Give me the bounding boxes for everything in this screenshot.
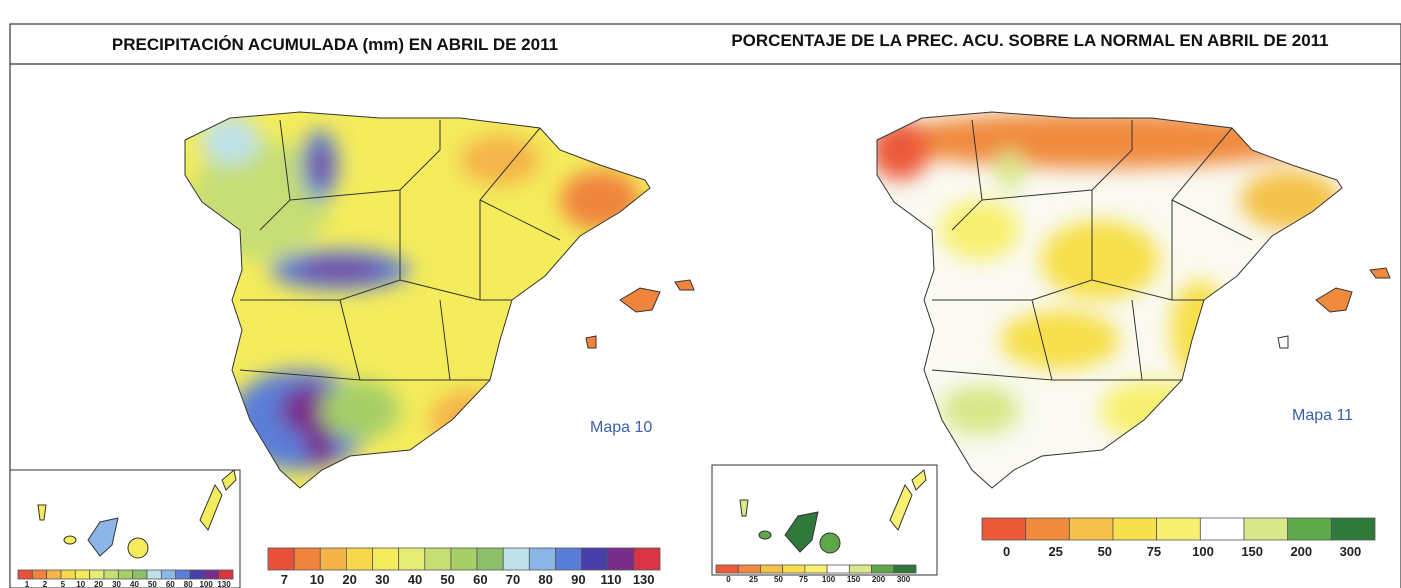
legend-label: 0 xyxy=(1003,544,1010,559)
legend-label: 200 xyxy=(872,575,886,584)
legend-label: 300 xyxy=(897,575,911,584)
legend-swatch xyxy=(738,565,760,573)
legend-swatch xyxy=(716,565,738,573)
legend-swatch xyxy=(32,570,46,579)
legend-swatch xyxy=(425,548,451,570)
legend-label: 50 xyxy=(774,575,783,584)
legend-swatch xyxy=(204,570,218,579)
legend-label: 110 xyxy=(601,572,622,587)
legend-label: 200 xyxy=(1290,544,1312,559)
legend-label: 75 xyxy=(799,575,808,584)
legend-label: 150 xyxy=(847,575,861,584)
legend-swatch xyxy=(104,570,118,579)
legend-swatch xyxy=(760,565,782,573)
legend-swatch xyxy=(783,565,805,573)
page: PRECIPITACIÓN ACUMULADA (mm) EN ABRIL DE… xyxy=(0,0,1401,588)
right-legend: 0 25 50 75 100 150 200 300 xyxy=(982,518,1375,559)
legend-swatch xyxy=(805,565,827,573)
right-inset xyxy=(712,465,937,575)
legend-label: 7 xyxy=(281,572,288,587)
legend-label: 25 xyxy=(749,575,758,584)
legend-swatch xyxy=(608,548,634,570)
legend-swatch xyxy=(346,548,372,570)
legend-label: 50 xyxy=(1098,544,1112,559)
legend-swatch xyxy=(18,570,32,579)
legend-label: 100 xyxy=(1192,544,1214,559)
legend-swatch xyxy=(373,548,399,570)
legend-label: 2 xyxy=(43,580,48,588)
legend-label: 70 xyxy=(506,572,520,587)
legend-swatch xyxy=(147,570,161,579)
legend-label: 75 xyxy=(1147,544,1161,559)
legend-swatch xyxy=(451,548,477,570)
right-title: PORCENTAJE DE LA PREC. ACU. SOBRE LA NOR… xyxy=(731,31,1328,50)
legend-swatch xyxy=(176,570,190,579)
legend-label: 40 xyxy=(408,572,422,587)
legend-label: 10 xyxy=(310,572,324,587)
legend-swatch xyxy=(1200,518,1244,540)
right-map xyxy=(862,100,1390,500)
left-title: PRECIPITACIÓN ACUMULADA (mm) EN ABRIL DE… xyxy=(112,35,558,54)
legend-swatch xyxy=(1113,518,1157,540)
legend-swatch xyxy=(1244,518,1288,540)
legend-swatch xyxy=(555,548,581,570)
legend-swatch xyxy=(503,548,529,570)
legend-swatch xyxy=(1157,518,1201,540)
legend-label: 1 xyxy=(25,580,30,588)
legend-swatch xyxy=(133,570,147,579)
legend-swatch xyxy=(477,548,503,570)
legend-label: 130 xyxy=(217,580,231,588)
left-map-label: Mapa 10 xyxy=(590,419,652,436)
legend-swatch xyxy=(190,570,204,579)
legend-swatch xyxy=(118,570,132,579)
legend-label: 5 xyxy=(61,580,66,588)
legend-label: 80 xyxy=(184,580,193,588)
legend-label: 90 xyxy=(571,572,585,587)
legend-swatch xyxy=(849,565,871,573)
legend-label: 0 xyxy=(726,575,731,584)
legend-swatch xyxy=(268,548,294,570)
legend-swatch xyxy=(399,548,425,570)
legend-label: 100 xyxy=(822,575,836,584)
legend-label: 10 xyxy=(76,580,85,588)
legend-swatch xyxy=(294,548,320,570)
legend-swatch xyxy=(47,570,61,579)
legend-label: 130 xyxy=(633,572,655,587)
legend-label: 20 xyxy=(94,580,103,588)
legend-label: 50 xyxy=(440,572,454,587)
legend-swatch xyxy=(61,570,75,579)
legend-label: 25 xyxy=(1048,544,1062,559)
legend-label: 40 xyxy=(130,580,139,588)
legend-label: 30 xyxy=(112,580,121,588)
legend-swatch xyxy=(634,548,660,570)
left-map xyxy=(170,100,694,500)
legend-swatch xyxy=(872,565,894,573)
legend-swatch xyxy=(1069,518,1113,540)
legend-swatch xyxy=(1331,518,1375,540)
legend-label: 60 xyxy=(473,572,487,587)
legend-label: 80 xyxy=(538,572,552,587)
legend-label: 300 xyxy=(1340,544,1362,559)
legend-label: 50 xyxy=(148,580,157,588)
legend-swatch xyxy=(1288,518,1332,540)
legend-swatch xyxy=(320,548,346,570)
legend-swatch xyxy=(161,570,175,579)
legend-swatch xyxy=(90,570,104,579)
left-legend: 7 10 20 30 40 50 60 70 80 90 110 130 xyxy=(268,548,660,587)
legend-label: 20 xyxy=(342,572,356,587)
legend-swatch xyxy=(582,548,608,570)
legend-swatch xyxy=(75,570,89,579)
legend-label: 30 xyxy=(375,572,389,587)
legend-swatch xyxy=(219,570,233,579)
legend-swatch xyxy=(894,565,916,573)
right-map-label: Mapa 11 xyxy=(1292,407,1353,424)
legend-label: 100 xyxy=(199,580,213,588)
legend-swatch xyxy=(1026,518,1070,540)
legend-label: 150 xyxy=(1241,544,1263,559)
legend-swatch xyxy=(982,518,1026,540)
legend-label: 60 xyxy=(166,580,175,588)
legend-swatch xyxy=(827,565,849,573)
legend-swatch xyxy=(529,548,555,570)
